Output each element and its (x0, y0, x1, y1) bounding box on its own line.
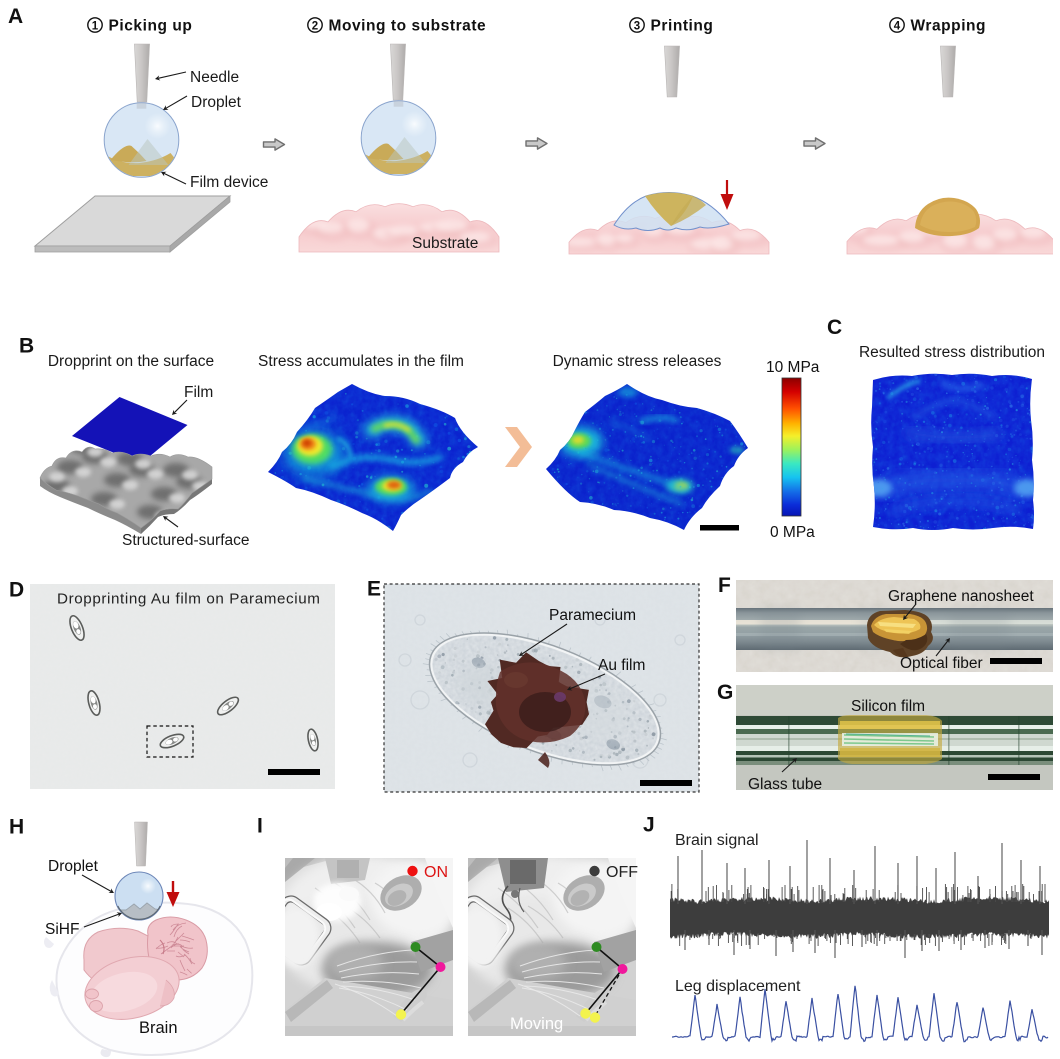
svg-text:Droplet: Droplet (191, 94, 242, 111)
svg-text:Film device: Film device (190, 174, 268, 191)
svg-text:Stress accumulates in the film: Stress accumulates in the film (258, 353, 464, 370)
svg-text:Printing: Printing (651, 18, 714, 35)
svg-text:Moving to substrate: Moving to substrate (329, 18, 487, 35)
svg-text:Film: Film (184, 384, 213, 401)
svg-text:Optical fiber: Optical fiber (900, 655, 983, 672)
svg-text:Silicon film: Silicon film (851, 698, 925, 715)
svg-text:E: E (367, 578, 381, 601)
svg-text:Brain: Brain (139, 1019, 178, 1037)
svg-text:Graphene nanosheet: Graphene nanosheet (888, 588, 1034, 605)
svg-text:1: 1 (92, 21, 99, 33)
svg-text:F: F (718, 574, 731, 597)
svg-text:Picking up: Picking up (109, 18, 193, 35)
svg-text:Wrapping: Wrapping (911, 18, 987, 35)
svg-text:2: 2 (312, 21, 318, 33)
svg-text:H: H (9, 816, 24, 839)
svg-text:Brain signal: Brain signal (675, 832, 759, 849)
svg-text:B: B (19, 335, 34, 358)
svg-text:Paramecium: Paramecium (549, 607, 636, 624)
svg-text:D: D (9, 579, 24, 602)
svg-text:Resulted stress distribution: Resulted stress distribution (859, 344, 1045, 361)
svg-text:A: A (8, 5, 23, 28)
svg-text:J: J (643, 814, 655, 837)
svg-text:Dropprint on the surface: Dropprint on the surface (48, 353, 214, 370)
svg-text:SiHF: SiHF (45, 921, 79, 938)
svg-text:Dynamic stress releases: Dynamic stress releases (553, 353, 722, 370)
svg-text:I: I (257, 815, 263, 838)
svg-text:Needle: Needle (190, 69, 239, 86)
svg-text:Dropprinting Au film on Parame: Dropprinting Au film on Paramecium (57, 591, 321, 608)
svg-text:G: G (717, 681, 733, 704)
svg-text:10 MPa: 10 MPa (766, 359, 820, 376)
svg-text:Glass tube: Glass tube (748, 776, 822, 793)
svg-text:Substrate: Substrate (412, 235, 478, 252)
svg-text:C: C (827, 316, 842, 339)
svg-text:Structured-surface: Structured-surface (122, 532, 250, 549)
svg-text:3: 3 (634, 21, 640, 33)
svg-text:Leg displacement: Leg displacement (675, 978, 801, 995)
svg-text:4: 4 (894, 21, 901, 33)
svg-text:0 MPa: 0 MPa (770, 524, 815, 541)
svg-text:OFF: OFF (606, 864, 638, 881)
svg-text:ON: ON (424, 864, 448, 881)
svg-text:Droplet: Droplet (48, 858, 99, 875)
svg-text:Au film: Au film (598, 657, 645, 674)
svg-text:Moving: Moving (510, 1015, 563, 1033)
